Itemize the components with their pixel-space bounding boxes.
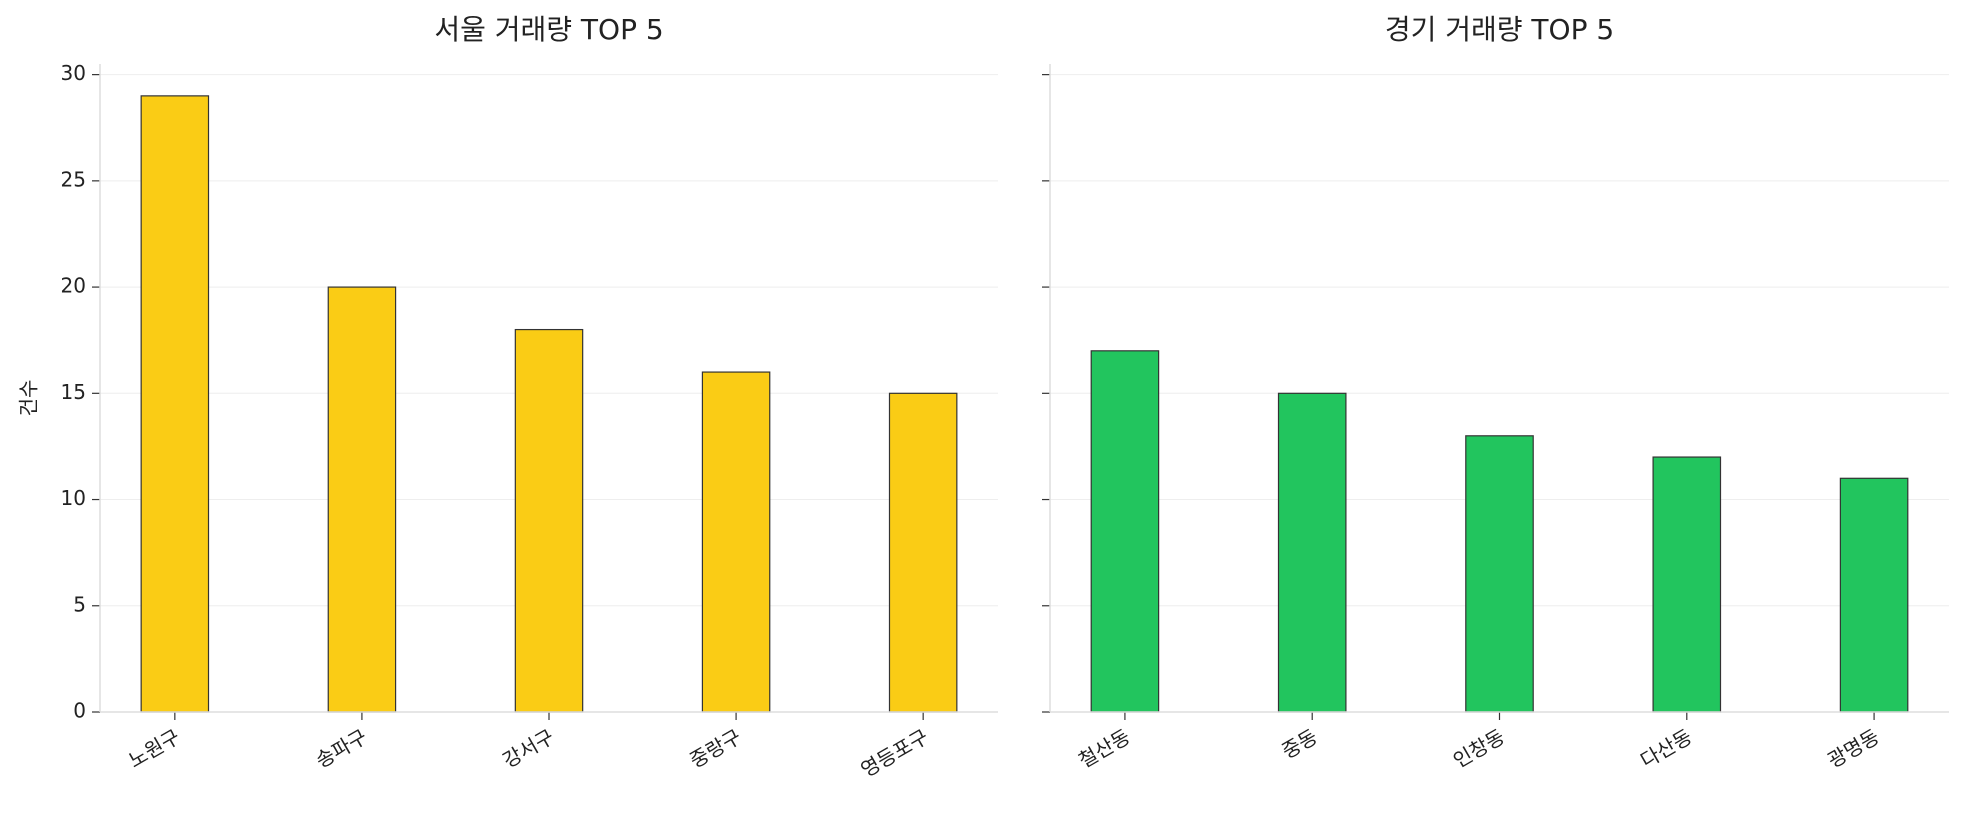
bar xyxy=(1090,350,1160,713)
y-tick-label: 30 xyxy=(61,61,86,85)
bar xyxy=(327,286,397,713)
bar xyxy=(1652,456,1722,713)
y-tick-label: 20 xyxy=(61,274,86,298)
x-tick-label: 광명동 xyxy=(1824,724,1884,772)
chart-title: 경기 거래량 TOP 5 xyxy=(1385,13,1614,46)
x-tick-label: 노원구 xyxy=(124,724,184,772)
bar xyxy=(1465,435,1534,713)
bar xyxy=(888,392,958,713)
bar xyxy=(1277,392,1347,713)
bar xyxy=(140,95,210,713)
y-tick-label: 5 xyxy=(73,592,86,616)
bar xyxy=(1839,477,1909,713)
bar xyxy=(701,371,771,713)
chart-title: 서울 거래량 TOP 5 xyxy=(434,13,663,46)
y-axis-label: 건수 xyxy=(17,380,41,417)
x-tick-label: 다산동 xyxy=(1636,724,1696,772)
x-tick-label: 인창동 xyxy=(1449,724,1509,772)
x-tick-label: 중동 xyxy=(1278,724,1322,763)
x-tick-label: 중랑구 xyxy=(686,724,746,772)
y-tick-label: 10 xyxy=(61,486,86,510)
x-tick-label: 강서구 xyxy=(498,724,558,772)
y-tick-label: 15 xyxy=(61,380,86,404)
bar xyxy=(514,328,584,713)
x-tick-label: 철산동 xyxy=(1074,724,1134,772)
y-tick-label: 25 xyxy=(61,167,86,191)
y-tick-label: 0 xyxy=(73,699,86,723)
x-tick-label: 영등포구 xyxy=(857,724,933,782)
x-tick-label: 송파구 xyxy=(311,724,371,772)
